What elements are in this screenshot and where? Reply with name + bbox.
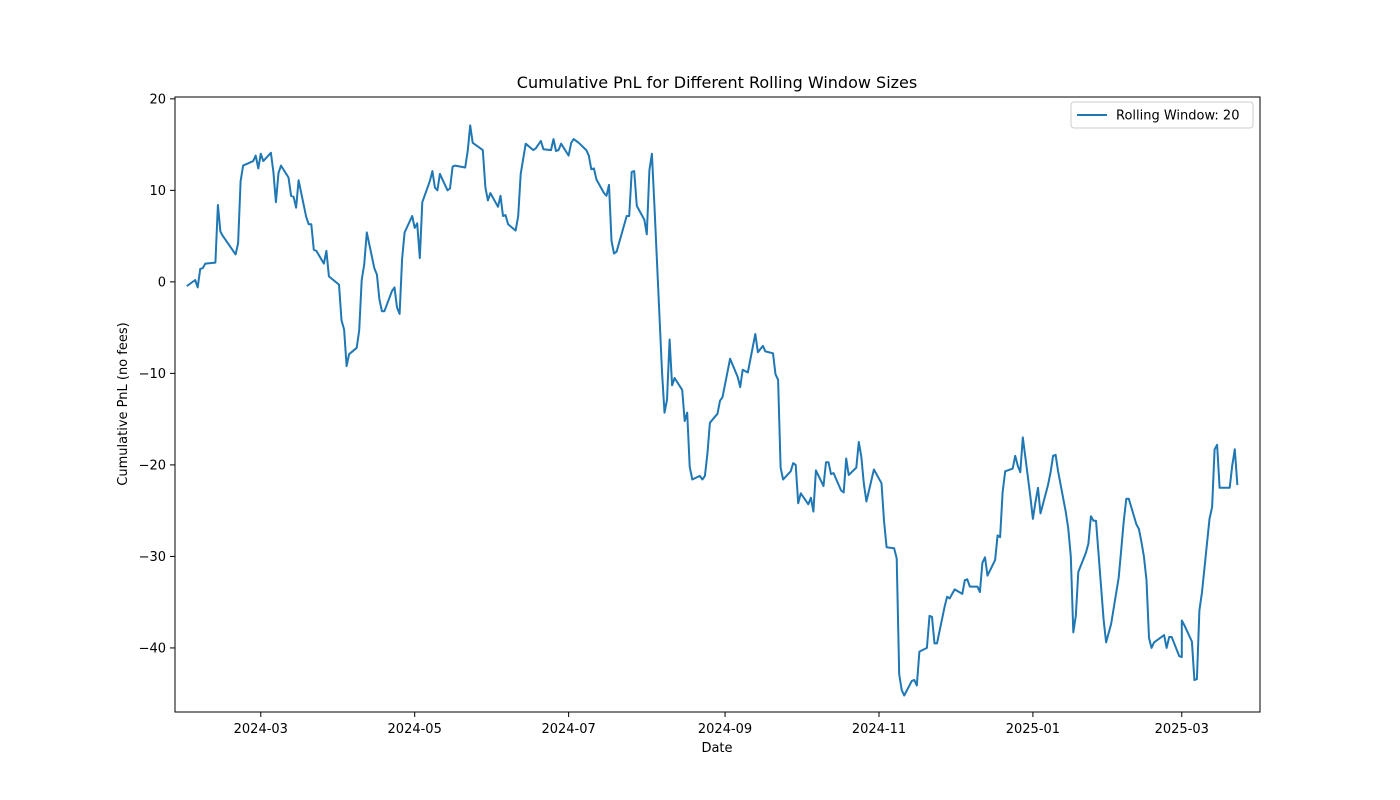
x-axis-ticks: 2024-03 2024-05 2024-07 2024-09 2024-11 2025-… bbox=[234, 712, 1209, 737]
y-tick-label: 10 bbox=[149, 184, 166, 199]
x-tick-label: 2025-01 bbox=[1006, 722, 1060, 737]
legend-box bbox=[1070, 101, 1254, 129]
series-line-0 bbox=[186, 124, 1239, 697]
x-tick-label: 2024-05 bbox=[388, 722, 442, 737]
y-axis-ticks: 20 10 0 −10 −20 −30 −40 bbox=[139, 92, 175, 656]
y-tick-label: −10 bbox=[139, 367, 166, 382]
series-layer bbox=[186, 124, 1239, 697]
y-tick-label: −40 bbox=[139, 641, 166, 656]
plot-frame bbox=[174, 96, 1261, 713]
y-axis-label: Cumulative PnL (no fees) bbox=[116, 322, 131, 485]
x-tick-label: 2024-03 bbox=[234, 722, 288, 737]
x-tick-label: 2024-11 bbox=[852, 722, 906, 737]
legend: Rolling Window: 20 bbox=[1070, 101, 1254, 129]
legend-label: Rolling Window: 20 bbox=[1116, 109, 1239, 124]
y-tick-label: −20 bbox=[139, 458, 166, 473]
y-tick-label: 0 bbox=[158, 275, 166, 290]
x-tick-label: 2024-09 bbox=[698, 722, 752, 737]
x-tick-label: 2024-07 bbox=[541, 722, 595, 737]
x-axis-label: Date bbox=[701, 741, 732, 756]
x-tick-label: 2025-03 bbox=[1155, 722, 1209, 737]
y-tick-label: 20 bbox=[149, 92, 166, 107]
y-tick-label: −30 bbox=[139, 550, 166, 565]
chart-title: Cumulative PnL for Different Rolling Win… bbox=[517, 73, 917, 92]
